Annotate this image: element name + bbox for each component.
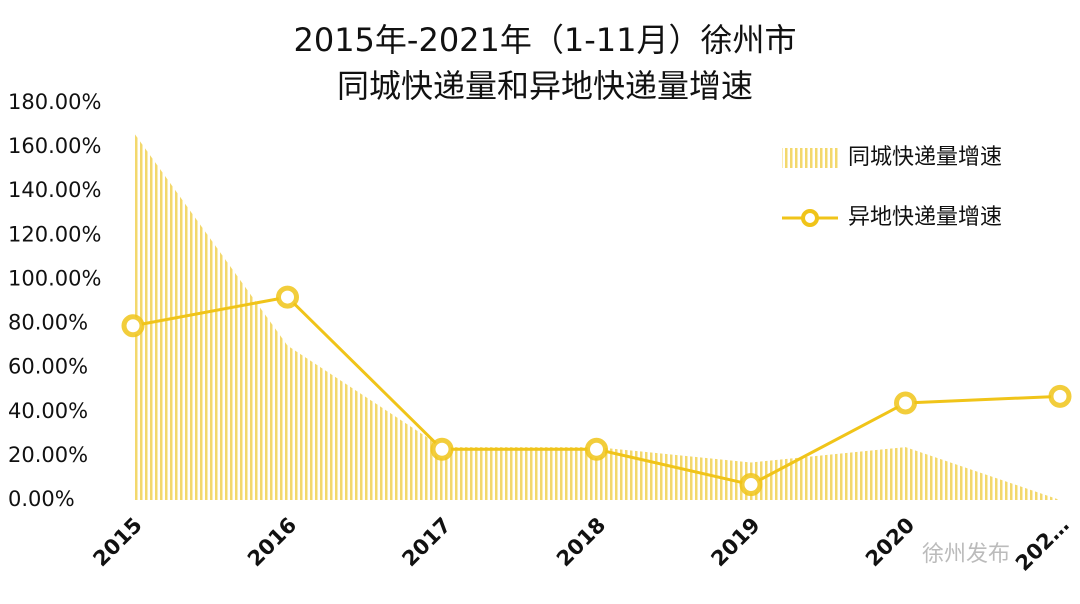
y-tick-label: 100.00%	[8, 266, 101, 290]
x-tick-label: 2016	[243, 513, 301, 571]
legend-label: 异地快递量增速	[848, 205, 1002, 230]
x-tick-label: 2018	[552, 513, 610, 571]
x-tick-label: 2019	[706, 513, 764, 571]
x-tick-label: 2020	[861, 513, 919, 571]
x-tick-label: 2015	[88, 513, 146, 571]
legend-swatch-marker	[801, 209, 819, 227]
y-tick-label: 40.00%	[8, 399, 88, 423]
y-tick-label: 120.00%	[8, 222, 101, 246]
watermark: 徐州发布	[922, 542, 1010, 567]
y-tick-label: 60.00%	[8, 355, 88, 379]
line-point	[894, 391, 917, 415]
y-tick-label: 0.00%	[8, 487, 75, 511]
x-tick-label: 202…	[1011, 513, 1074, 576]
y-tick-label: 180.00%	[8, 90, 101, 114]
y-tick-label: 20.00%	[8, 443, 88, 467]
x-tick-label: 2017	[397, 513, 455, 571]
legend-label: 同城快递量增速	[848, 145, 1002, 170]
line-point	[585, 437, 608, 461]
line-point	[121, 314, 145, 338]
chart-subtitle: 同城快递量和异地快递量增速	[337, 67, 753, 105]
y-tick-label: 80.00%	[8, 311, 88, 335]
line-point	[739, 473, 763, 497]
area	[133, 131, 1060, 500]
line-point	[430, 437, 454, 461]
line-point	[276, 285, 299, 309]
y-tick-label: 160.00%	[8, 134, 101, 158]
y-tick-label: 140.00%	[8, 178, 101, 202]
line-point	[1048, 384, 1072, 408]
chart-title: 2015年-2021年（1-11月）徐州市	[293, 21, 796, 59]
legend-swatch	[782, 148, 838, 168]
